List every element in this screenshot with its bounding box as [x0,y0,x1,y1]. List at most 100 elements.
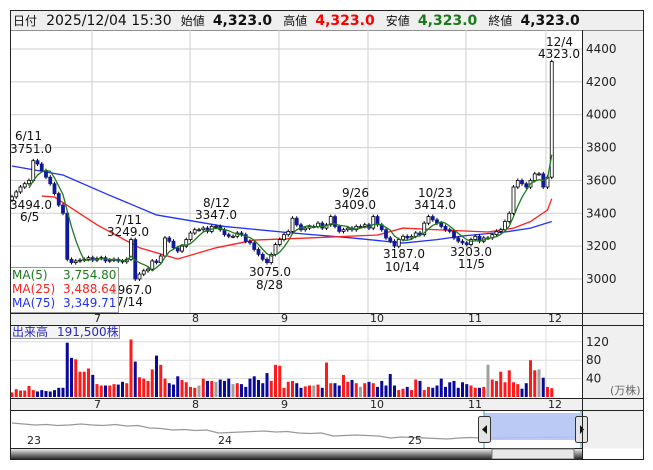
candle [303,227,308,231]
annotation-date: 7/14 [116,295,143,309]
month-tick-label: 7 [94,312,101,325]
candle [231,235,235,238]
candle [396,239,401,247]
volume-bar [291,380,294,397]
volume-bar [70,357,73,397]
price-ticks: 4400 4200 4000 3800 3600 3400 3200 3000 [586,42,617,286]
volume-bar [19,390,22,397]
candle [48,176,53,185]
volume-bar [214,381,218,397]
candle [460,240,465,244]
annotation-value: 3751.0 [10,142,52,156]
legend-ma25-value: 3,488.64 [63,282,116,296]
volume-bar [537,369,541,397]
month-ticks: 7 7 8 8 9 9 10 10 11 11 12 12 [94,312,562,411]
navigator-selection[interactable] [484,413,580,440]
candle [167,237,172,242]
volume-bar [367,381,371,397]
candle [439,222,444,227]
month-tick-label: 9 [281,312,288,325]
annotation-date: 10/23 [418,186,453,200]
candle [341,229,346,232]
volume-bar [478,387,481,397]
month-tick-label: 7 [94,398,101,411]
candle [333,216,337,227]
volume-bar [286,381,290,397]
low-label: 安値 [386,13,410,28]
volume-bar [439,378,443,397]
volume-bar [312,385,316,397]
volume-bar [108,385,112,397]
candle [401,235,405,240]
candle [201,227,206,231]
legend-ma25: MA(25) [12,282,55,296]
candle [73,260,78,263]
volume-bar [184,382,188,397]
volume-bar [337,385,341,397]
candle [473,235,478,240]
volume-bar [418,380,422,397]
candle [163,237,167,257]
volume-legend: 出来高 191,500株 [10,324,120,339]
volume-title: 出来高 [12,324,48,339]
candle [137,273,142,280]
volume-bar [252,376,256,397]
month-tick-label: 10 [370,312,384,325]
candle [494,230,499,236]
volume-bar [244,386,248,397]
volume-bar [257,379,260,397]
candle [141,270,146,275]
volume-bar [87,368,90,397]
candle [35,160,40,165]
candle [345,227,350,231]
open-value: 4,323.0 [213,13,273,29]
volume-bar [116,384,120,397]
candle [146,268,150,272]
candle [426,216,431,224]
candle [78,259,82,262]
volume-bar [320,387,324,397]
candle [464,242,469,245]
navigator-left-handle[interactable] [478,416,491,443]
volume-bar [359,386,362,397]
candle [154,260,159,263]
annotation-value: 3249.0 [107,225,149,239]
volume-bar [325,362,328,397]
volume-bar [146,380,150,397]
month-tick-label: 8 [192,398,199,411]
price-tick-label: 4000 [586,108,617,122]
volume-bar [541,377,545,397]
candle [520,180,524,185]
annotations: 6/11 3751.0 3494.0 6/5 7/11 3249.0 2967.… [10,35,580,309]
price-tick-label: 3800 [586,141,617,155]
volume-bar [23,390,27,397]
navigator-side [582,410,644,449]
candle [226,234,231,237]
volume-bar [112,384,116,397]
candle [69,258,74,263]
scrollbar-thumb[interactable] [491,448,575,460]
navigator-history-line [11,422,483,440]
volume-tick-label: 120 [586,335,609,349]
annotation-value: 4323.0 [538,47,580,61]
volume-bar [546,386,549,397]
volume-bar [414,379,418,397]
candle [422,222,427,236]
candle [39,163,44,171]
volume-bar [397,390,401,397]
candle [511,186,516,214]
volume-bar [524,383,528,397]
price-panel[interactable] [10,30,583,314]
candle [192,229,197,234]
navigator-right-handle[interactable] [575,416,588,443]
candle [31,160,36,181]
volume-bar [299,387,303,397]
candle [14,191,19,198]
candle [61,204,65,214]
volume-bar [427,386,430,397]
volume-bar [461,382,464,397]
month-tick-label: 12 [548,398,562,411]
legend-ma75: MA(75) [12,296,55,310]
volume-bar [274,364,277,397]
month-strip-bottom [10,398,644,411]
